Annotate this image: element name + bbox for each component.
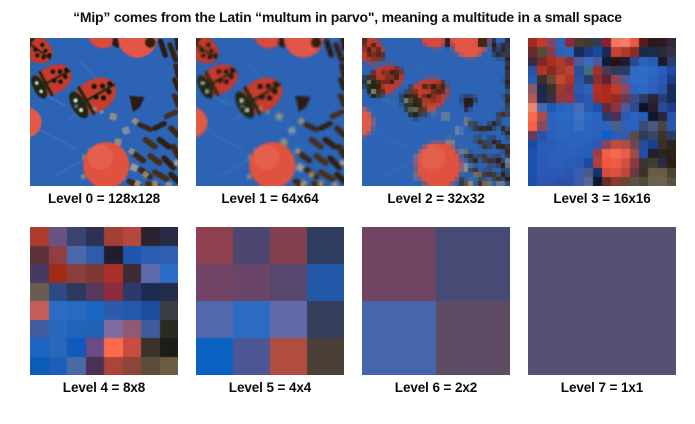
page-title: “Mip” comes from the Latin “multum in pa… (73, 9, 622, 25)
mip-image-level-2 (362, 38, 510, 186)
mip-label-level-4: Level 4 = 8x8 (62, 380, 146, 395)
mip-cell-level-7: Level 7 = 1x1 (528, 227, 676, 395)
mip-label-level-7: Level 7 = 1x1 (560, 380, 644, 395)
mip-label-level-3: Level 3 = 16x16 (553, 191, 651, 206)
mip-cell-level-3: Level 3 = 16x16 (528, 38, 676, 206)
mip-label-level-5: Level 5 = 4x4 (228, 380, 312, 395)
mip-image-level-0 (30, 38, 178, 186)
mip-image-level-7 (528, 227, 676, 375)
mip-cell-level-6: Level 6 = 2x2 (362, 227, 510, 395)
mip-image-level-6 (362, 227, 510, 375)
mip-cell-level-0: Level 0 = 128x128 (30, 38, 178, 206)
mip-cell-level-4: Level 4 = 8x8 (30, 227, 178, 395)
mip-cell-level-2: Level 2 = 32x32 (362, 38, 510, 206)
mip-image-level-4 (30, 227, 178, 375)
mip-image-level-3 (528, 38, 676, 186)
mip-cell-level-5: Level 5 = 4x4 (196, 227, 344, 395)
mip-cell-level-1: Level 1 = 64x64 (196, 38, 344, 206)
mip-image-level-5 (196, 227, 344, 375)
mip-image-level-1 (196, 38, 344, 186)
mip-label-level-1: Level 1 = 64x64 (221, 191, 319, 206)
mip-label-level-0: Level 0 = 128x128 (47, 191, 161, 206)
mip-grid: Level 0 = 128x128 Level 1 = 64x64 Level … (30, 38, 676, 395)
mip-label-level-2: Level 2 = 32x32 (387, 191, 485, 206)
mip-label-level-6: Level 6 = 2x2 (394, 380, 478, 395)
